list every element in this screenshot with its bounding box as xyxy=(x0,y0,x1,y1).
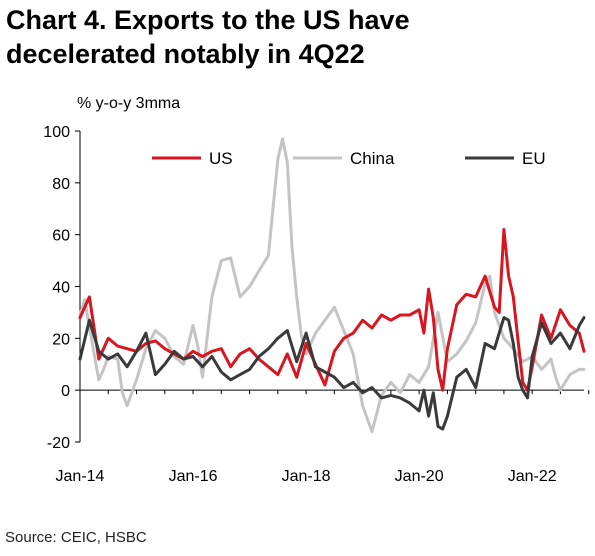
legend-label-china: China xyxy=(350,149,395,168)
series-line-china xyxy=(78,137,586,434)
x-tick-label: Jan-20 xyxy=(395,468,444,485)
legend-label-eu: EU xyxy=(522,149,546,168)
y-tick-label: 60 xyxy=(52,228,70,245)
chart-title-line-2: decelerated notably in 4Q22 xyxy=(6,39,365,69)
x-tick-label: Jan-22 xyxy=(508,468,557,485)
x-tick-label: Jan-18 xyxy=(282,468,331,485)
legend-label-us: US xyxy=(209,149,233,168)
chart-title-line-1: Chart 4. Exports to the US have xyxy=(6,5,410,35)
x-tick-label: Jan-16 xyxy=(169,468,218,485)
chart-title: Chart 4. Exports to the US have decelera… xyxy=(6,3,591,71)
y-tick-label: 0 xyxy=(61,383,70,400)
series-line-eu xyxy=(78,316,586,431)
source-note: Source: CEIC, HSBC xyxy=(5,529,147,546)
y-tick-label: 20 xyxy=(52,331,70,348)
x-tick-label: Jan-14 xyxy=(56,468,105,485)
series-line-us xyxy=(78,228,586,392)
chart-legend: US China EU xyxy=(152,149,546,168)
chart-axes: -20 0 20 40 60 80 100 Jan-14 Jan-16 Jan-18 Jan-20 J… xyxy=(43,124,590,485)
y-tick-label: 100 xyxy=(43,124,70,141)
y-axis-unit-label: % y-o-y 3mma xyxy=(77,95,181,112)
chart-series xyxy=(78,137,586,434)
y-tick-label: 80 xyxy=(52,176,70,193)
y-tick-label: -20 xyxy=(47,435,70,452)
y-tick-label: 40 xyxy=(52,280,70,297)
